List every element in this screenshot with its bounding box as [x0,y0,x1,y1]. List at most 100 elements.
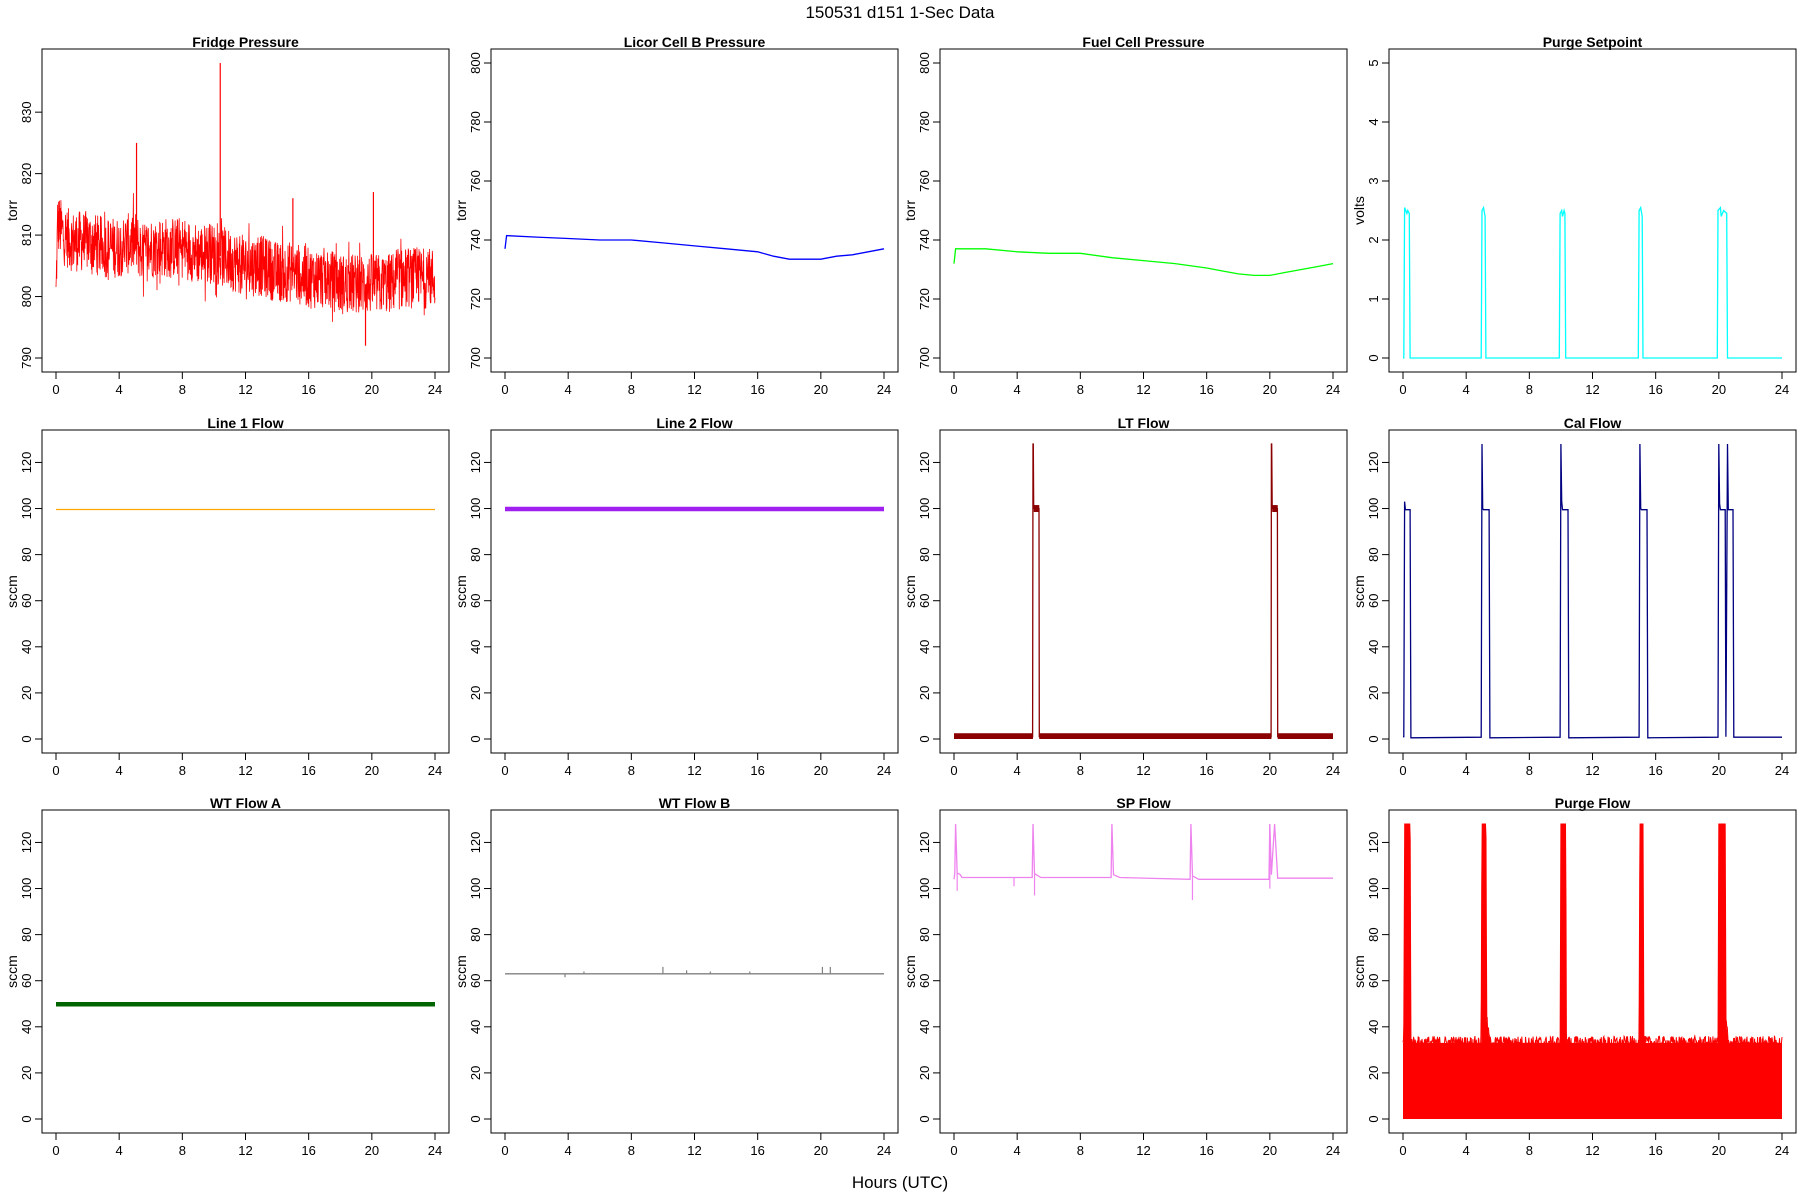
x-tick-label-4: 16 [1199,382,1213,397]
x-tick-label-3: 12 [1136,763,1150,778]
x-tick-label-5: 20 [814,1143,828,1158]
plot-area [1402,823,1783,1119]
x-tick-label-1: 4 [1014,763,1021,778]
x-tick-label-5: 20 [1712,763,1726,778]
x-tick-label-5: 20 [814,763,828,778]
figure-xlabel: Hours (UTC) [852,1173,948,1192]
y-tick-label-3: 60 [468,973,483,987]
plot-frame [490,429,899,754]
plot-frame [939,48,1348,373]
y-tick-label-5: 100 [917,498,932,520]
y-tick-label-3: 820 [19,163,34,185]
plot-area [953,823,1333,901]
plot-frame [1388,48,1797,373]
plot-frame [490,809,899,1134]
x-tick-label-0: 0 [52,763,59,778]
plot-frame [1388,429,1797,754]
y-axis-label: sccm [453,955,469,988]
plot-area [55,63,436,346]
panel-title: Fuel Cell Pressure [1082,34,1204,50]
x-tick-label-2: 8 [1526,382,1533,397]
x-tick-label-5: 20 [1263,763,1277,778]
y-tick-label-0: 0 [468,735,483,742]
y-tick-label-3: 60 [19,593,34,607]
y-tick-label-4: 80 [917,927,932,941]
x-tick-label-0: 0 [950,1143,957,1158]
plot-frame [41,429,450,754]
panel-11: Purge Flow 0 4 8 12 16 20 24 0 20 40 60 80 100 120 sccm [1351,795,1797,1158]
y-tick-label-0: 700 [917,347,932,369]
y-tick-label-1: 20 [468,686,483,700]
plot-area [953,248,1334,277]
x-tick-label-6: 24 [1775,763,1789,778]
y-tick-label-2: 40 [917,1020,932,1034]
x-tick-label-4: 16 [1199,763,1213,778]
x-tick-label-6: 24 [1775,382,1789,397]
y-tick-label-5: 100 [1366,878,1381,900]
y-axis-label: sccm [4,575,20,608]
y-tick-label-1: 20 [468,1066,483,1080]
y-tick-label-2: 40 [468,640,483,654]
x-tick-label-6: 24 [877,763,891,778]
x-tick-label-2: 8 [1077,382,1084,397]
panel-10: SP Flow 0 4 8 12 16 20 24 0 20 40 60 80 100 120 sccm [902,795,1348,1158]
y-tick-label-6: 120 [917,832,932,854]
y-tick-label-2: 740 [468,229,483,251]
x-tick-label-3: 12 [687,382,701,397]
y-tick-label-4: 80 [1366,547,1381,561]
x-tick-label-4: 16 [750,763,764,778]
x-tick-label-2: 8 [628,382,635,397]
y-tick-label-1: 720 [468,288,483,310]
y-tick-label-3: 60 [917,593,932,607]
x-tick-label-2: 8 [628,763,635,778]
y-tick-label-6: 120 [468,832,483,854]
x-tick-label-1: 4 [1463,1143,1470,1158]
x-tick-label-3: 12 [238,382,252,397]
series-line-0 [55,193,436,322]
x-tick-label-3: 12 [1585,382,1599,397]
y-axis-label: sccm [1351,575,1367,608]
panel-title: WT Flow A [210,795,281,811]
plot-frame [41,48,450,373]
x-tick-label-0: 0 [52,1143,59,1158]
y-tick-label-5: 100 [468,498,483,520]
x-tick-label-3: 12 [238,763,252,778]
panel-title: Licor Cell B Pressure [624,34,766,50]
x-tick-label-6: 24 [1775,1143,1789,1158]
y-tick-label-1: 20 [1366,686,1381,700]
panel-7: Cal Flow 0 4 8 12 16 20 24 0 20 40 60 80 100 120 sccm [1351,415,1797,778]
panel-2: Fuel Cell Pressure 0 4 8 12 16 20 24 700 720 740 76… [902,34,1348,397]
y-tick-label-3: 760 [917,170,932,192]
x-tick-label-1: 4 [1014,382,1021,397]
plot-frame [41,809,450,1134]
x-tick-label-5: 20 [365,382,379,397]
x-tick-label-4: 16 [750,1143,764,1158]
y-axis-label: torr [4,200,20,221]
x-tick-label-6: 24 [428,763,442,778]
y-tick-label-5: 800 [917,52,932,74]
series-line-0 [1402,823,1783,1052]
x-tick-label-5: 20 [365,1143,379,1158]
x-tick-label-3: 12 [238,1143,252,1158]
y-tick-label-3: 760 [468,170,483,192]
x-tick-label-0: 0 [1399,382,1406,397]
series-line-0 [1403,443,1782,739]
x-tick-label-5: 20 [1712,382,1726,397]
x-tick-label-5: 20 [1263,1143,1277,1158]
panel-title: Line 2 Flow [656,415,732,431]
x-tick-label-2: 8 [628,1143,635,1158]
y-tick-label-0: 0 [1366,354,1381,361]
series-line-0 [953,248,1334,277]
x-tick-label-2: 8 [1526,763,1533,778]
panel-9: WT Flow B 0 4 8 12 16 20 24 0 20 40 60 80 100 120 sccm [453,795,899,1158]
x-tick-label-4: 16 [1648,1143,1662,1158]
panel-1: Licor Cell B Pressure 0 4 8 12 16 20 24 700 720 74… [453,34,899,397]
y-tick-label-6: 120 [19,452,34,474]
y-tick-label-2: 40 [917,640,932,654]
y-tick-label-0: 0 [19,735,34,742]
y-tick-label-5: 100 [19,878,34,900]
x-tick-label-2: 8 [179,763,186,778]
panel-6: LT Flow 0 4 8 12 16 20 24 0 20 40 60 80 100 120 sccm [902,415,1348,778]
x-tick-label-6: 24 [877,382,891,397]
